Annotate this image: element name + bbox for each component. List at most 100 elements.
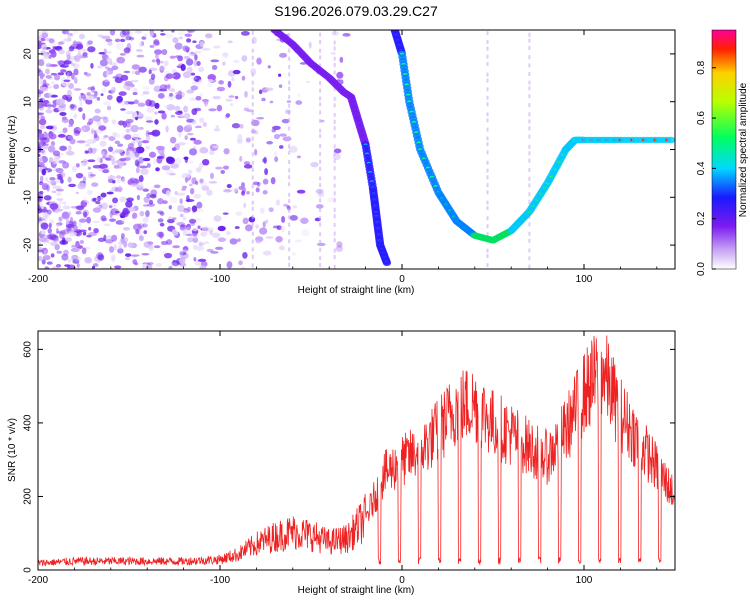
noise-speckle xyxy=(72,63,80,69)
noise-speckle xyxy=(68,183,77,188)
stripe-speckle xyxy=(319,134,322,139)
stripe-speckle xyxy=(288,48,291,53)
stripe-speckle xyxy=(319,88,322,93)
noise-speckle xyxy=(262,178,269,185)
noise-speckle xyxy=(146,163,151,168)
noise-speckle xyxy=(62,94,69,100)
noise-speckle xyxy=(86,189,93,195)
noise-speckle xyxy=(63,79,71,83)
noise-speckle xyxy=(191,119,197,125)
noise-speckle xyxy=(84,257,92,264)
stripe-speckle xyxy=(319,239,322,244)
noise-speckle xyxy=(113,164,120,169)
noise-speckle xyxy=(150,194,157,199)
noise-speckle xyxy=(119,196,127,203)
stripe-speckle xyxy=(486,142,489,147)
noise-speckle xyxy=(41,145,49,150)
stripe-speckle xyxy=(288,182,291,187)
stripe-speckle xyxy=(319,159,322,164)
stripe-speckle xyxy=(251,263,254,268)
stripe-speckle xyxy=(486,46,489,51)
noise-speckle xyxy=(38,218,43,223)
noise-speckle xyxy=(292,252,296,256)
noise-speckle xyxy=(141,263,150,269)
stripe-speckle xyxy=(319,176,322,181)
noise-speckle xyxy=(103,78,110,83)
noise-speckle xyxy=(56,223,60,227)
noise-speckle xyxy=(41,32,49,39)
noise-speckle xyxy=(66,55,70,58)
noise-speckle xyxy=(279,52,288,58)
noise-speckle xyxy=(50,50,57,58)
noise-speckle xyxy=(38,60,45,67)
noise-speckle xyxy=(184,106,189,112)
noise-speckle xyxy=(145,135,151,142)
stripe-speckle xyxy=(528,94,531,99)
stripe-speckle xyxy=(288,144,291,149)
noise-speckle xyxy=(209,172,215,179)
snr-x-label: Height of straight line (km) xyxy=(298,585,415,596)
noise-speckle xyxy=(120,108,126,111)
stripe-speckle xyxy=(333,175,336,180)
noise-speckle xyxy=(65,218,70,226)
noise-speckle xyxy=(234,226,240,229)
stripe-speckle xyxy=(528,55,531,60)
noise-speckle xyxy=(47,180,57,184)
noise-speckle xyxy=(89,174,96,177)
noise-speckle xyxy=(254,148,258,156)
noise-speckle xyxy=(114,149,124,154)
noise-speckle xyxy=(73,88,82,91)
stripe-speckle xyxy=(251,136,254,141)
noise-speckle xyxy=(109,30,116,36)
noise-speckle xyxy=(131,70,136,75)
noise-speckle xyxy=(103,135,109,138)
noise-speckle xyxy=(186,132,194,136)
noise-speckle xyxy=(146,263,153,269)
noise-speckle xyxy=(87,166,91,170)
noise-speckle xyxy=(195,180,199,185)
noise-speckle xyxy=(183,55,190,60)
noise-speckle xyxy=(194,54,198,61)
noise-speckle xyxy=(54,74,61,81)
noise-speckle xyxy=(233,60,240,64)
noise-speckle xyxy=(170,114,175,118)
stripe-speckle xyxy=(288,192,291,197)
noise-speckle xyxy=(46,102,52,110)
noise-speckle xyxy=(171,260,180,267)
noise-speckle xyxy=(217,237,227,243)
figure-title: S196.2026.079.03.29.C27 xyxy=(274,3,438,19)
noise-speckle xyxy=(198,66,205,73)
stripe-speckle xyxy=(319,263,322,268)
noise-speckle xyxy=(117,161,125,166)
stripe-speckle xyxy=(251,143,254,148)
noise-speckle xyxy=(50,72,58,76)
noise-speckle xyxy=(191,177,197,185)
noise-speckle xyxy=(198,162,204,170)
noise-speckle xyxy=(198,79,203,84)
stripe-speckle xyxy=(528,264,531,269)
noise-speckle xyxy=(68,119,74,126)
noise-speckle xyxy=(206,248,214,252)
noise-speckle xyxy=(84,150,89,154)
noise-speckle xyxy=(211,64,218,70)
noise-speckle xyxy=(50,253,55,258)
noise-speckle xyxy=(73,130,81,136)
noise-speckle xyxy=(129,183,139,187)
stripe-speckle xyxy=(528,176,531,181)
noise-speckle xyxy=(132,212,138,219)
noise-speckle xyxy=(144,116,153,121)
noise-speckle xyxy=(166,219,175,224)
noise-speckle xyxy=(184,33,193,37)
noise-speckle xyxy=(45,109,53,114)
stripe-speckle xyxy=(528,86,531,91)
noise-speckle xyxy=(75,210,82,215)
noise-speckle xyxy=(41,247,48,255)
noise-speckle xyxy=(229,238,238,245)
stripe-speckle xyxy=(288,118,291,123)
stripe-speckle xyxy=(528,112,531,117)
x-tick-label: -100 xyxy=(210,274,230,285)
noise-speckle xyxy=(187,206,191,212)
noise-speckle xyxy=(78,33,85,40)
noise-speckle xyxy=(104,239,114,244)
noise-speckle xyxy=(46,184,50,192)
